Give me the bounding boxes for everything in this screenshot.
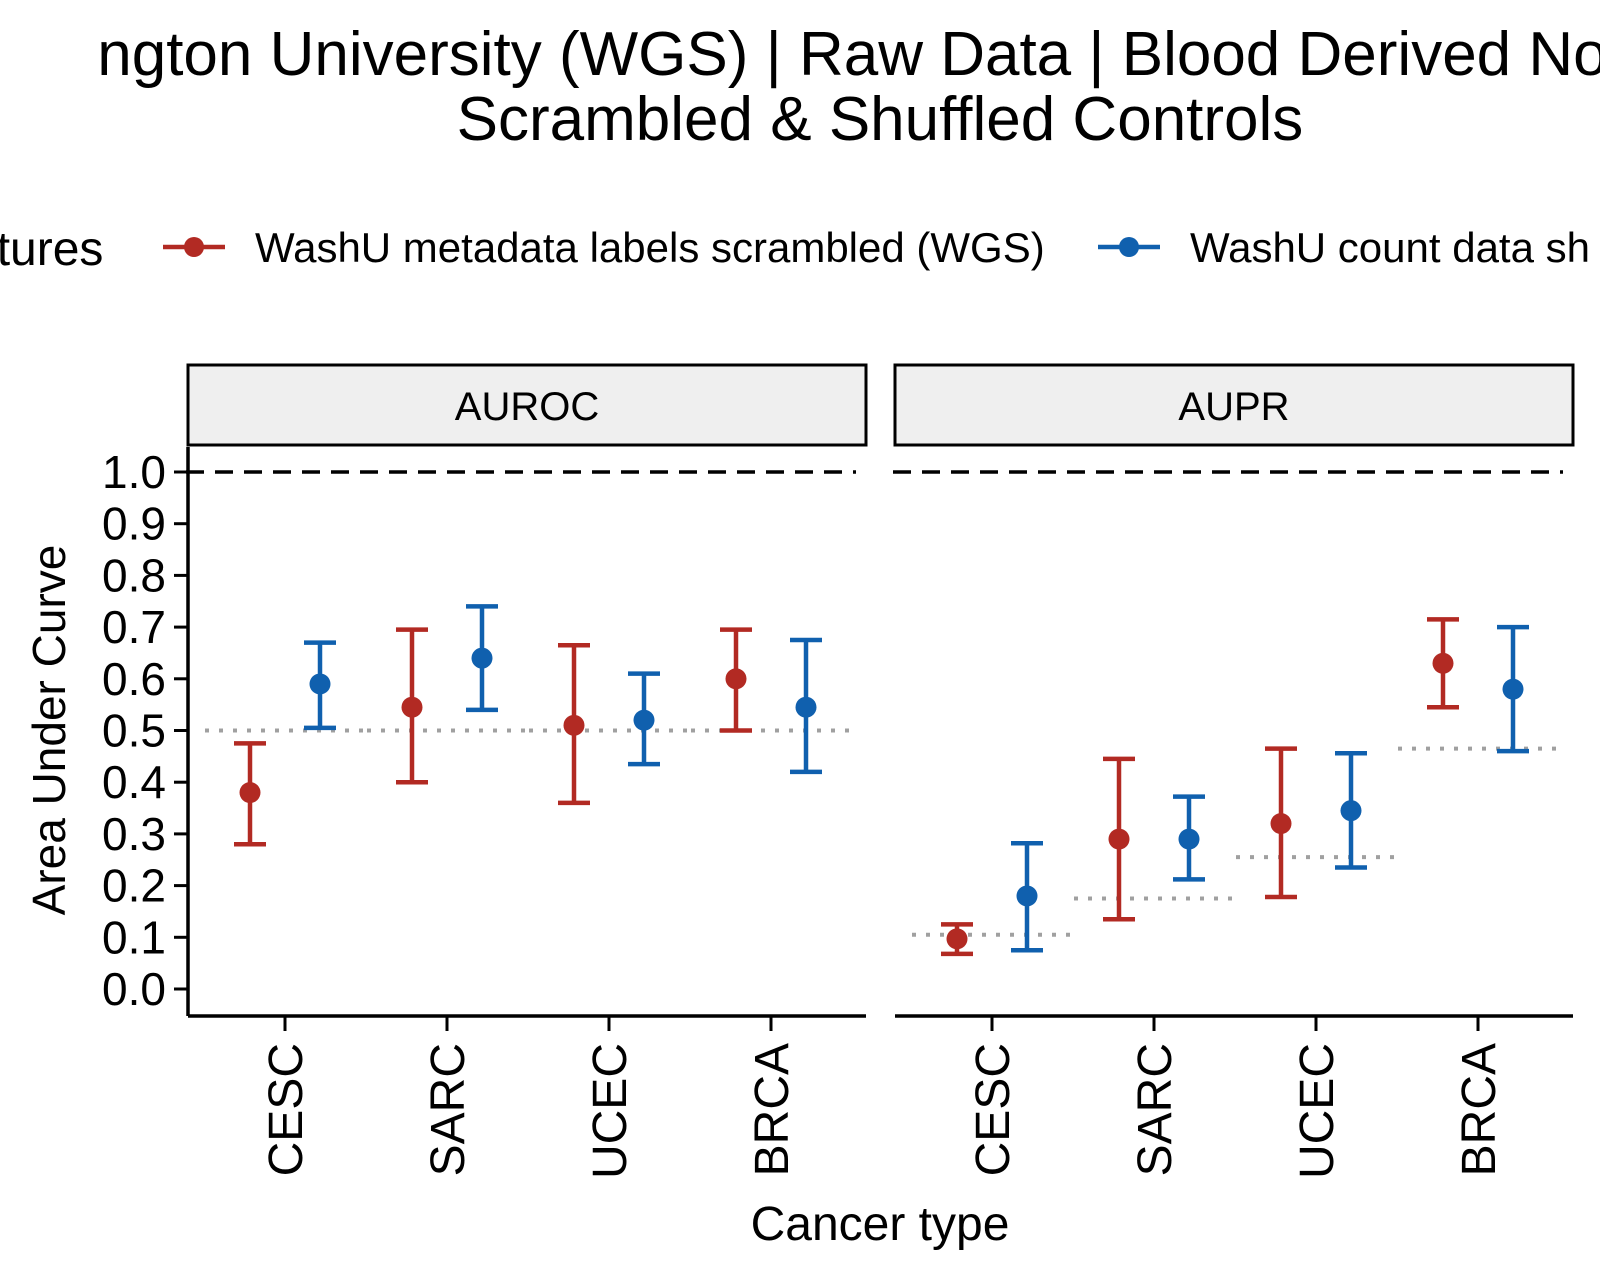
x-tick-label: UCEC — [1291, 1043, 1344, 1179]
data-point — [401, 696, 423, 718]
y-tick-label: 0.5 — [102, 705, 166, 757]
x-tick-label: BRCA — [1453, 1043, 1506, 1176]
legend-title: atures — [0, 223, 103, 276]
y-tick-label: 0.1 — [102, 911, 166, 963]
panels: AUROC CESC SARC UCEC BRCA AUPR CESC SARC UCEC BRC… — [186, 363, 1575, 1179]
chart-title-line-2: Scrambled & Shuffled Controls — [457, 85, 1304, 154]
panel-strip-label-aupr: AUPR — [1178, 385, 1289, 429]
y-tick-label: 0.9 — [102, 498, 166, 550]
panel-strip-aupr — [893, 363, 1575, 447]
x-tick-label: BRCA — [746, 1043, 799, 1176]
legend-label-2: WashU count data sh — [1190, 224, 1590, 271]
data-point — [1432, 652, 1454, 674]
legend-swatch-point-1 — [184, 237, 204, 257]
legend-swatch-point-2 — [1119, 237, 1139, 257]
panel-strip-label-auroc: AUROC — [455, 385, 599, 429]
data-point — [1016, 885, 1038, 907]
y-tick-label: 0.2 — [102, 860, 166, 912]
chart-title: ngton University (WGS) | Raw Data | Bloo… — [97, 20, 1600, 154]
x-tick-label: CESC — [967, 1043, 1020, 1176]
y-tick-label: 0.4 — [102, 756, 166, 808]
y-axis: Area Under Curve 0.00.10.20.30.40.50.60.… — [23, 446, 190, 1016]
y-tick-label: 0.0 — [102, 963, 166, 1015]
x-tick-label: CESC — [260, 1043, 313, 1176]
data-point — [1340, 800, 1362, 822]
data-point — [633, 709, 655, 731]
data-point — [1108, 828, 1130, 850]
y-tick-label: 0.7 — [102, 601, 166, 653]
data-point — [563, 714, 585, 736]
data-point — [795, 696, 817, 718]
x-tick-label: SARC — [1129, 1043, 1182, 1176]
x-tick-label: UCEC — [584, 1043, 637, 1179]
y-tick-label: 0.8 — [102, 549, 166, 601]
data-point — [1178, 828, 1200, 850]
panel-strip-auroc — [186, 363, 868, 447]
data-point — [309, 673, 331, 695]
x-tick-label: SARC — [422, 1043, 475, 1176]
legend: atures WashU metadata labels scrambled (… — [0, 223, 1590, 276]
y-axis-label: Area Under Curve — [23, 545, 75, 916]
y-tick-label: 0.6 — [102, 653, 166, 705]
panel-auroc: AUROC CESC SARC UCEC BRCA — [186, 363, 868, 1179]
y-tick-label: 1.0 — [102, 446, 166, 498]
data-point — [239, 782, 261, 804]
x-axis-label: Cancer type — [751, 1198, 1010, 1251]
y-tick-label: 0.3 — [102, 808, 166, 860]
data-point — [1270, 813, 1292, 835]
chart-title-line-1: ngton University (WGS) | Raw Data | Bloo… — [97, 20, 1600, 89]
data-point — [1502, 678, 1524, 700]
legend-label-1: WashU metadata labels scrambled (WGS) — [255, 224, 1045, 271]
data-point — [725, 668, 747, 690]
data-point — [946, 928, 968, 950]
data-point — [471, 647, 493, 669]
panel-aupr: AUPR CESC SARC UCEC BRCA — [893, 363, 1575, 1179]
